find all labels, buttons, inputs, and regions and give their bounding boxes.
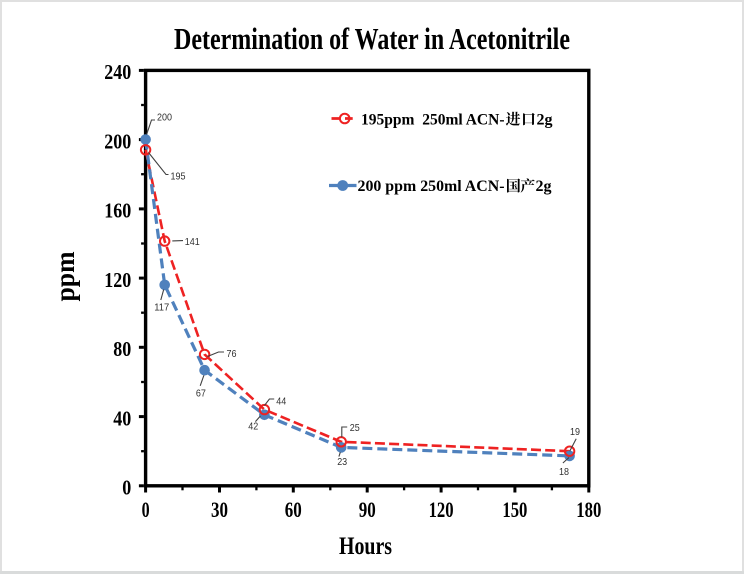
svg-text:40: 40 [113, 406, 131, 430]
svg-text:180: 180 [576, 497, 601, 522]
svg-text:195ppm 250ml ACN-: 195ppm 250ml ACN- [361, 111, 505, 128]
svg-text:Determination of Water in Acet: Determination of Water in Acetonitrile [174, 21, 570, 56]
svg-text:ppm: ppm [50, 251, 80, 301]
svg-text:42: 42 [248, 420, 258, 432]
svg-text:240: 240 [104, 60, 131, 84]
svg-text:23: 23 [337, 456, 347, 468]
svg-text:25: 25 [350, 422, 360, 434]
svg-text:141: 141 [185, 236, 200, 248]
svg-text:120: 120 [104, 268, 131, 292]
svg-text:0: 0 [142, 497, 150, 522]
svg-text:90: 90 [359, 497, 376, 522]
svg-text:160: 160 [104, 199, 131, 223]
svg-text:30: 30 [211, 497, 228, 522]
svg-text:18: 18 [559, 466, 569, 478]
svg-text:200 ppm 250ml ACN-: 200 ppm 250ml ACN- [358, 178, 505, 195]
svg-text:0: 0 [122, 476, 131, 500]
svg-text:76: 76 [227, 348, 237, 360]
svg-text:200: 200 [157, 112, 172, 124]
svg-text:44: 44 [276, 396, 286, 408]
svg-text:80: 80 [113, 337, 131, 361]
svg-text:117: 117 [154, 302, 169, 314]
svg-text:2g: 2g [536, 178, 552, 195]
svg-text:120: 120 [429, 497, 454, 522]
svg-text:2g: 2g [537, 111, 553, 128]
svg-text:Hours: Hours [339, 531, 392, 560]
svg-text:200: 200 [104, 129, 131, 153]
svg-text:19: 19 [570, 426, 580, 438]
svg-text:60: 60 [285, 497, 302, 522]
svg-text:195: 195 [171, 171, 186, 183]
svg-text:67: 67 [196, 388, 206, 400]
svg-text:150: 150 [502, 497, 527, 522]
